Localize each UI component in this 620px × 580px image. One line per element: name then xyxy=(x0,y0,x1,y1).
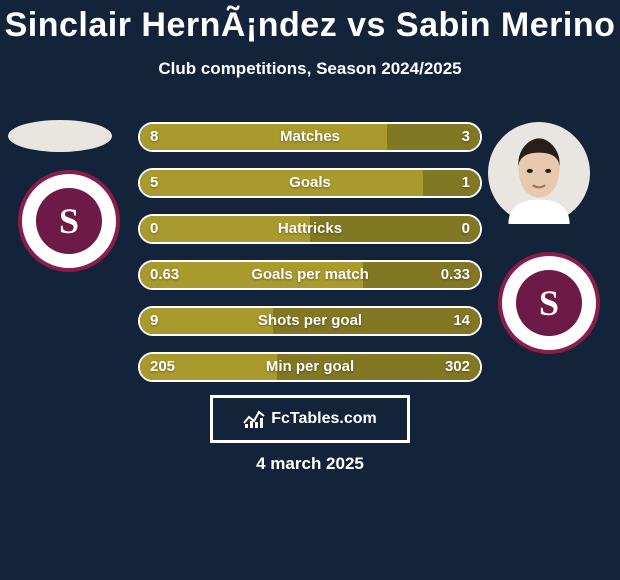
club-badge-right-letter: S xyxy=(539,282,559,324)
bar-label: Matches xyxy=(140,124,480,150)
subtitle: Club competitions, Season 2024/2025 xyxy=(0,59,620,79)
stat-row: 51Goals xyxy=(138,168,482,198)
bar-label: Shots per goal xyxy=(140,308,480,334)
player-left-avatar xyxy=(8,120,112,152)
stat-row: 205302Min per goal xyxy=(138,352,482,382)
player-right-avatar xyxy=(488,122,590,224)
club-badge-right-inner: S xyxy=(516,270,582,336)
stat-row: 00Hattricks xyxy=(138,214,482,244)
bar-label: Goals per match xyxy=(140,262,480,288)
stat-row: 0.630.33Goals per match xyxy=(138,260,482,290)
club-badge-right: S xyxy=(498,252,600,354)
stat-row: 914Shots per goal xyxy=(138,306,482,336)
stat-row: 83Matches xyxy=(138,122,482,152)
infographic-canvas: Sinclair HernÃ¡ndez vs Sabin Merino Club… xyxy=(0,0,620,580)
brand-box: FcTables.com xyxy=(210,395,410,443)
face-icon xyxy=(488,122,590,224)
bar-label: Goals xyxy=(140,170,480,196)
bar-label: Hattricks xyxy=(140,216,480,242)
page-title: Sinclair HernÃ¡ndez vs Sabin Merino xyxy=(0,0,620,45)
club-badge-left: S xyxy=(18,170,120,272)
brand-text: FcTables.com xyxy=(271,410,377,428)
comparison-bars: 83Matches 51Goals 00Hattricks 0.630.33Goals… xyxy=(138,122,482,398)
chart-icon xyxy=(243,409,265,429)
club-badge-left-inner: S xyxy=(36,188,102,254)
bar-label: Min per goal xyxy=(140,354,480,380)
footer-date: 4 march 2025 xyxy=(0,454,620,474)
club-badge-left-letter: S xyxy=(59,200,79,242)
